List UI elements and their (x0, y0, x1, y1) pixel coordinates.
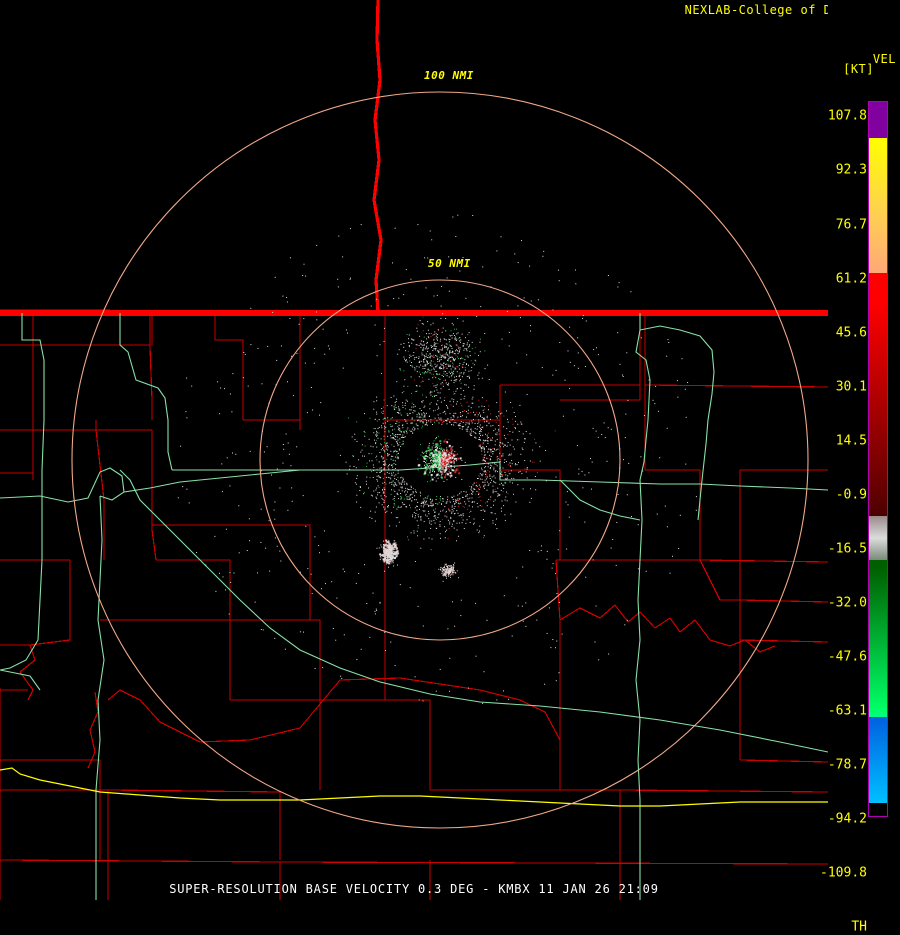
colorbar-segment-inbound-bright-green (869, 710, 887, 718)
colorbar-tick-45_6: 45.6 (835, 325, 867, 341)
colorbar-tick-76_7: 76.7 (835, 217, 867, 233)
radar-echo-layer (177, 214, 697, 704)
colorbar-gradient-strip (868, 101, 888, 817)
colorbar-tick-_94_2: -94.2 (827, 811, 867, 827)
colorbar-title: VEL (872, 52, 896, 66)
colorbar-tick-_16_5: -16.5 (827, 541, 867, 557)
colorbar-tick-_0_9: -0.9 (835, 487, 867, 503)
colorbar-segment-near-zero-gray-upper (869, 516, 887, 538)
colorbar-segment-outbound-bright-red (869, 273, 887, 302)
colorbar-segment-extreme-outbound (869, 102, 887, 138)
colorbar-tick-_47_6: -47.6 (827, 649, 867, 665)
colorbar-units-label: [KT] (843, 62, 874, 76)
velocity-colorbar-panel: VEL [KT] 107.8 92.3 76.7 61.2 45.6 30.1 14.5 -0… (820, 0, 900, 935)
colorbar-tick-_63_1: -63.1 (827, 703, 867, 719)
colorbar-segment-inbound-blue-ramp (869, 717, 887, 804)
county-border-layer (0, 313, 828, 900)
colorbar-segment-outbound-dark-red (869, 501, 887, 517)
international-border-layer (0, 0, 828, 316)
provider-credit-label: NEXLAB-College of DuPage (684, 3, 870, 17)
state-line-layer (0, 767, 828, 807)
colorbar-tick-92_3: 92.3 (835, 162, 867, 178)
range-ring-label-50nmi: 50 NMI (428, 257, 471, 270)
range-ring-label-100nmi: 100 NMI (424, 69, 474, 82)
colorbar-tick-30_1: 30.1 (835, 379, 867, 395)
colorbar-tick-_78_7: -78.7 (827, 757, 867, 773)
colorbar-segment-near-zero-gray-lower (869, 537, 887, 561)
colorbar-segment-outbound-red-ramp (869, 301, 887, 502)
colorbar-segment-inbound-dark-green-start (869, 560, 887, 568)
map-background (0, 0, 828, 900)
colorbar-tick-TH: TH (851, 919, 867, 935)
radar-map-canvas[interactable]: 100 NMI 50 NMI (0, 0, 828, 900)
radar-map-svg (0, 0, 828, 900)
colorbar-segment-high-outbound-yellow (869, 137, 887, 213)
range-ring-100nmi (71, 91, 809, 829)
colorbar-tick-61_2: 61.2 (835, 271, 867, 287)
colorbar-segment-high-outbound-orange (869, 212, 887, 274)
range-ring-50nmi (259, 279, 621, 641)
colorbar-tick-_32_0: -32.0 (827, 595, 867, 611)
colorbar-segment-below-threshold (869, 803, 887, 816)
range-ring-layer (71, 91, 809, 829)
colorbar-tick-_109_8: -109.8 (820, 865, 867, 881)
colorbar-segment-inbound-green-ramp (869, 567, 887, 711)
colorbar-tick-107_8: 107.8 (827, 108, 867, 124)
colorbar-tick-14_5: 14.5 (835, 433, 867, 449)
hydrography-layer (0, 313, 828, 900)
product-status-line: SUPER-RESOLUTION BASE VELOCITY 0.3 DEG -… (169, 882, 659, 896)
